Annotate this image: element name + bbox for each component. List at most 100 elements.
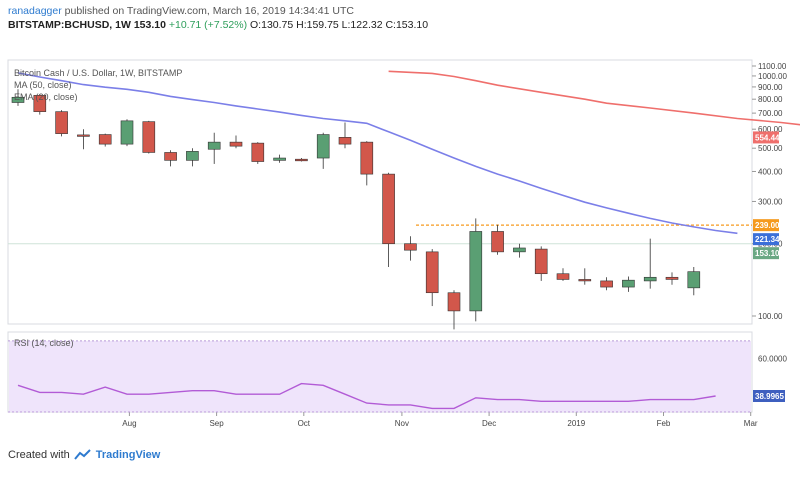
- rsi-last-label: 38.9965: [755, 392, 784, 401]
- candle-body: [33, 95, 47, 112]
- candle: [273, 154, 286, 163]
- candle: [316, 132, 330, 169]
- candle-body: [534, 248, 548, 275]
- x-tick-label: Sep: [209, 419, 224, 428]
- candle: [98, 133, 112, 147]
- candle-body: [55, 111, 68, 134]
- candle-body: [491, 231, 504, 253]
- y-tick-label: 700.00: [758, 109, 783, 118]
- candle-body: [360, 141, 374, 175]
- candle: [77, 129, 90, 150]
- candle: [556, 268, 570, 281]
- last-price-label: 153.10: [755, 249, 780, 258]
- ma50-price-badge: [753, 131, 779, 144]
- candle-body: [425, 251, 439, 294]
- ohlc-values: O:130.75 H:159.75 L:122.32 C:153.10: [250, 19, 429, 31]
- rsi-last-badge: [753, 390, 785, 402]
- candle: [142, 120, 156, 154]
- x-tick-label: Oct: [298, 419, 311, 428]
- candle: [447, 290, 461, 330]
- candle: [382, 172, 395, 267]
- candle-body: [665, 276, 679, 280]
- candle-body: [77, 134, 90, 137]
- candle: [120, 119, 134, 147]
- candle: [491, 224, 504, 255]
- candle-body: [186, 151, 199, 161]
- candle: [164, 150, 177, 167]
- resistance-price-badge: [753, 219, 779, 232]
- candle: [229, 135, 243, 149]
- symbol-name: BITSTAMP:BCHUSD, 1W: [8, 19, 131, 31]
- ma50-line: [388, 70, 800, 126]
- candle-body: [469, 231, 483, 312]
- candle: [665, 272, 679, 285]
- candle-body: [229, 141, 243, 147]
- candle: [295, 158, 308, 162]
- candle-body: [687, 271, 701, 289]
- candle-body: [98, 134, 112, 145]
- last-price-badge: [753, 247, 779, 260]
- candle-body: [11, 96, 25, 103]
- author-link[interactable]: ranadagger: [8, 5, 62, 17]
- candle: [338, 122, 352, 149]
- rsi-line: [17, 382, 716, 410]
- candle: [11, 89, 25, 106]
- chart-header: ranadagger published on TradingView.com,…: [8, 4, 788, 32]
- x-tick-label: Feb: [657, 419, 671, 428]
- candle-body: [120, 120, 134, 145]
- x-tick-label: Nov: [395, 419, 409, 428]
- candle-body: [513, 247, 526, 253]
- candle: [643, 238, 657, 289]
- candle-body: [338, 137, 352, 145]
- candle-body: [556, 273, 570, 280]
- candle-body: [316, 134, 330, 159]
- ema20-price-label: 221.34: [755, 235, 780, 244]
- candle-body: [404, 243, 417, 251]
- tradingview-brand[interactable]: TradingView: [95, 449, 161, 461]
- candle-body: [164, 152, 177, 161]
- ma50-price-label: 554.44: [755, 133, 780, 142]
- price-change: +10.71 (+7.52%): [168, 19, 248, 31]
- candle: [207, 132, 221, 164]
- x-tick-label: 2019: [567, 419, 585, 428]
- publish-info: published on TradingView.com, March 16, …: [64, 5, 354, 17]
- y-tick-label: 800.00: [758, 95, 783, 104]
- main-pane: [7, 59, 753, 325]
- candle-body: [382, 173, 395, 245]
- candle-body: [622, 279, 635, 288]
- created-with-label: Created with: [8, 449, 70, 461]
- y-tick-label: 1000.00: [758, 72, 787, 81]
- resistance-price-label: 239.00: [755, 221, 780, 230]
- ema20-line: [17, 72, 738, 235]
- footer: Created with TradingView: [8, 449, 160, 461]
- y-tick-label: 300.00: [758, 197, 783, 206]
- candle-body: [251, 142, 265, 162]
- candle-body: [142, 121, 156, 153]
- y-tick-label: 600.00: [758, 125, 783, 134]
- y-tick-label: 400.00: [758, 167, 783, 176]
- legend-entry: EMA (20, close): [14, 92, 78, 102]
- legend-entry: MA (50, close): [14, 80, 72, 90]
- candle: [33, 94, 47, 115]
- y-tick-label: 100.00: [758, 312, 783, 321]
- y-tick-label: 1100.00: [758, 62, 787, 71]
- candle-body: [207, 141, 221, 150]
- candle: [600, 277, 613, 291]
- candle: [55, 110, 68, 137]
- candle-body: [643, 276, 657, 282]
- candle: [425, 249, 439, 307]
- last-price: 153.10: [133, 19, 166, 31]
- legend-entry: Bitcoin Cash / U.S. Dollar, 1W, BITSTAMP: [14, 68, 182, 78]
- candle-body: [578, 279, 592, 282]
- candle: [469, 218, 483, 322]
- candle: [622, 276, 635, 292]
- candle: [186, 148, 199, 167]
- candle: [360, 141, 374, 186]
- y-tick-label: 900.00: [758, 83, 783, 92]
- ema20-price-badge: [753, 233, 779, 246]
- candle: [513, 243, 526, 258]
- candle-body: [447, 292, 461, 312]
- x-tick-label: Aug: [122, 419, 136, 428]
- x-tick-label: Mar: [744, 419, 758, 428]
